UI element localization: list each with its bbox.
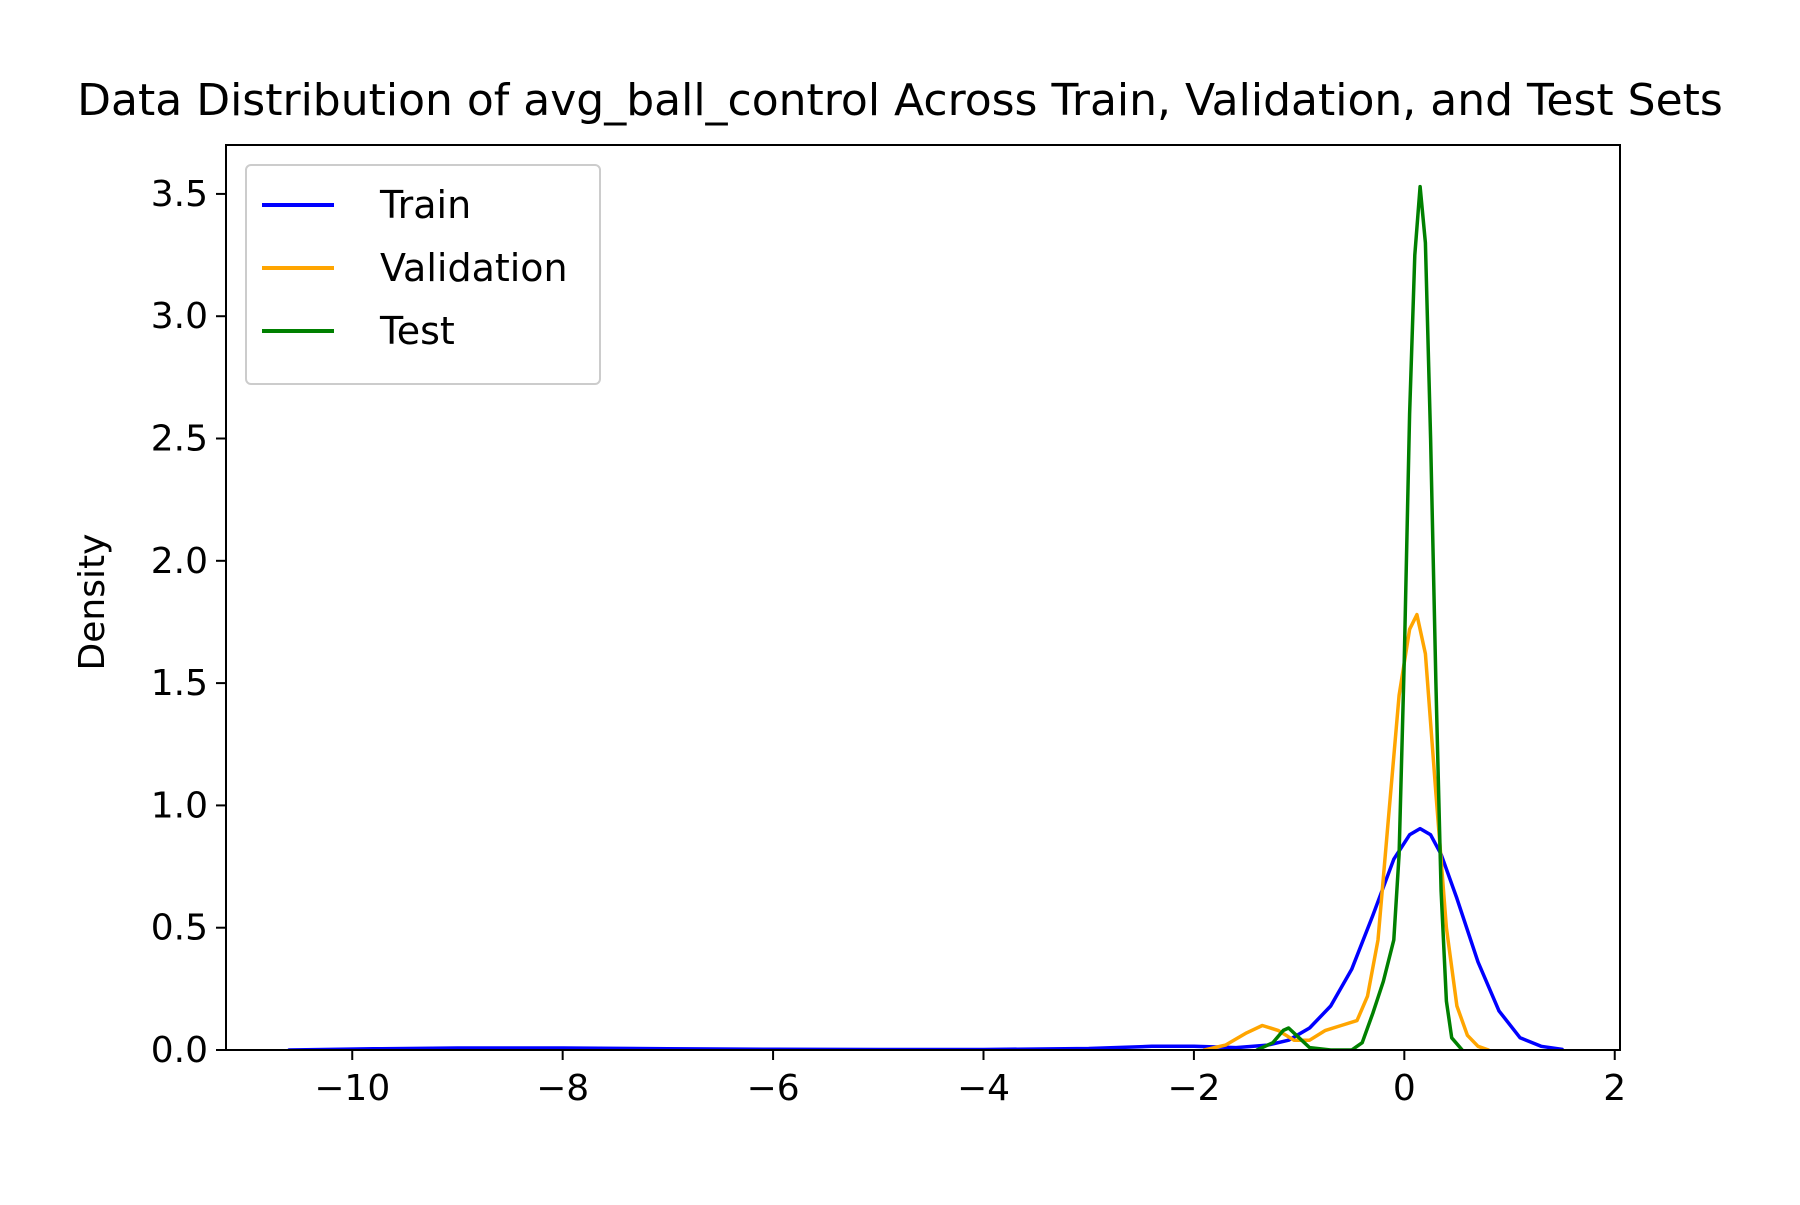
y-tick-label: 0.5 <box>151 908 208 949</box>
chart-title: Data Distribution of avg_ball_control Ac… <box>77 75 1723 126</box>
legend: Train Validation Test <box>245 164 601 385</box>
legend-box <box>245 164 601 385</box>
x-tick-label: 2 <box>1603 1068 1626 1109</box>
series-line-validation <box>1202 612 1491 1050</box>
x-tick-label: −8 <box>536 1068 589 1109</box>
x-tick-label: −2 <box>1167 1068 1220 1109</box>
x-tick-label: −4 <box>957 1068 1010 1109</box>
plot-frame <box>225 144 1621 1051</box>
legend-label-validation: Validation <box>380 246 568 290</box>
legend-label-test: Test <box>379 309 455 353</box>
y-axis-label: Density <box>72 534 113 671</box>
y-tick-label: 3.0 <box>151 296 208 337</box>
x-tick-label: −10 <box>314 1068 390 1109</box>
x-tick-label: 0 <box>1393 1068 1416 1109</box>
y-tick-label: 1.5 <box>151 663 208 704</box>
y-tick-label: 2.5 <box>151 419 208 460</box>
plot-area: −10 −8 −6 −4 −2 0 2 0.0 0.5 1.0 1.5 2.0 2.5 3.0 3.5 Tra… <box>151 144 1626 1109</box>
y-tick-label: 3.5 <box>151 174 208 215</box>
y-tick-label: 0.0 <box>151 1030 208 1071</box>
y-tick-label: 2.0 <box>151 541 208 582</box>
x-tick-label: −6 <box>747 1068 800 1109</box>
series-line-test <box>1255 184 1464 1050</box>
legend-label-train: Train <box>379 183 471 227</box>
y-tick-label: 1.0 <box>151 785 208 826</box>
